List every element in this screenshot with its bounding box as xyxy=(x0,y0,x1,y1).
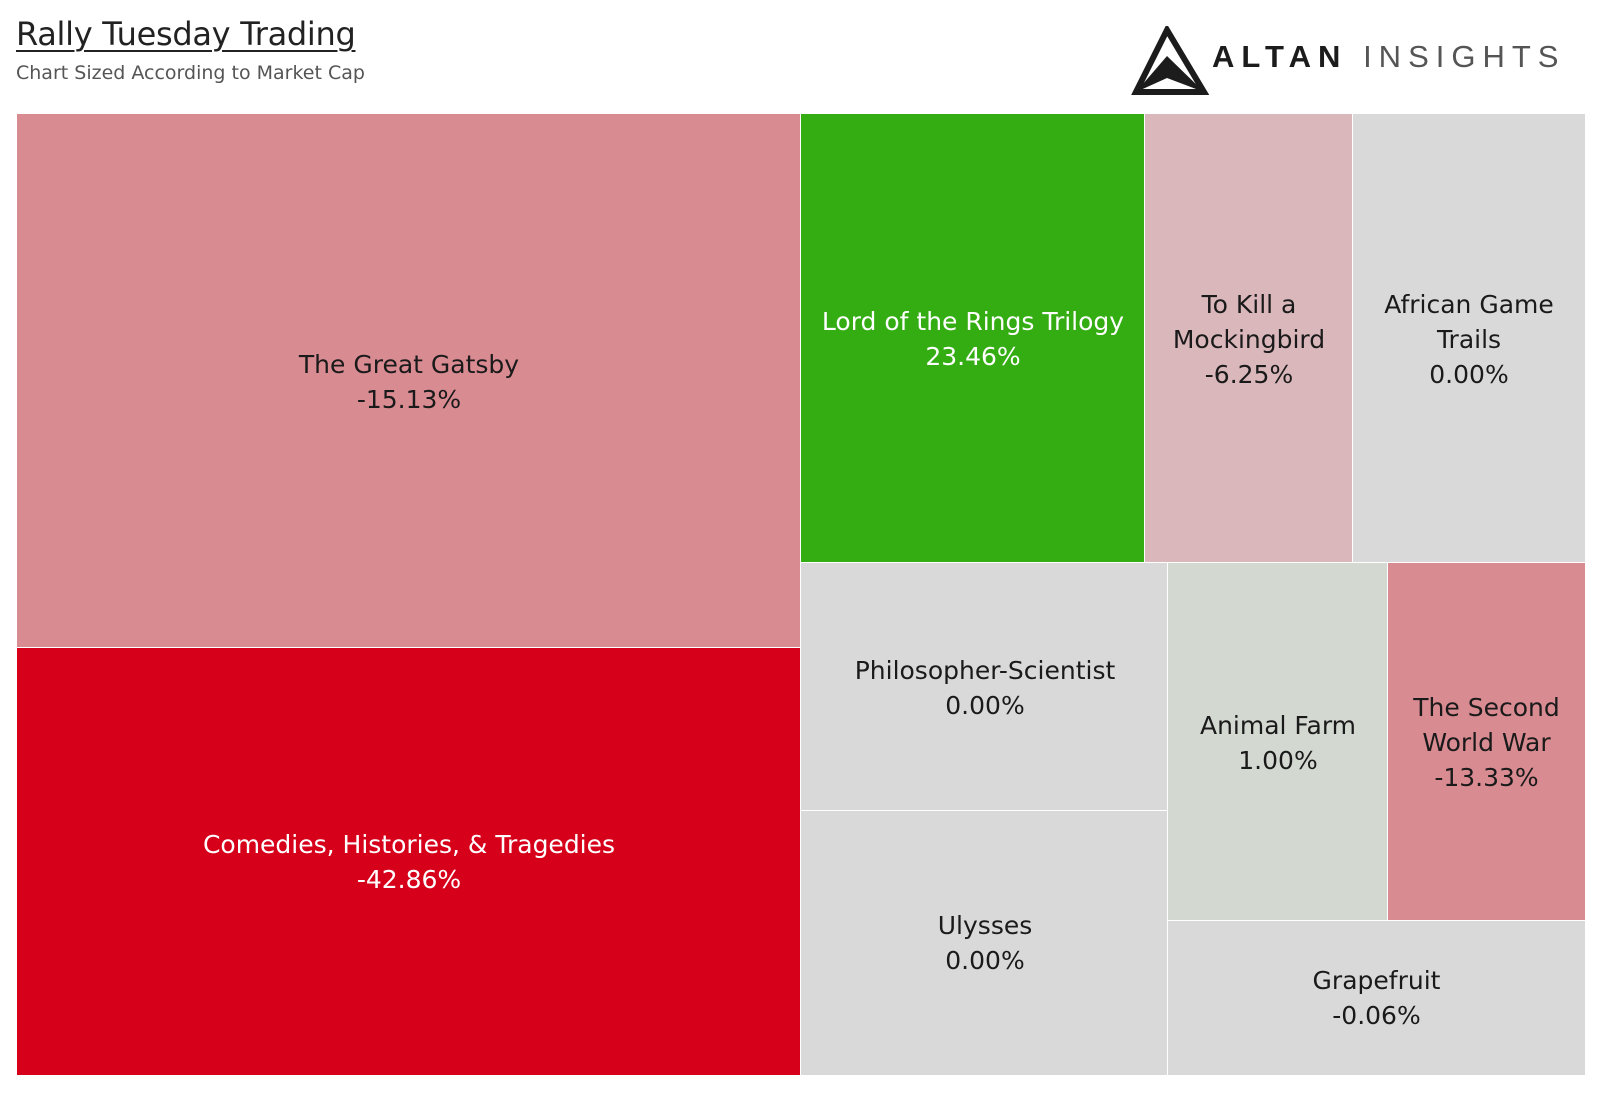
cell-label: Comedies, Histories, & Tragedies xyxy=(202,829,616,859)
cell-value: 23.46% xyxy=(925,342,1021,371)
treemap-cell-second-world-war[interactable]: The Second World War -13.33% xyxy=(1387,562,1586,923)
cell-label: Ulysses xyxy=(937,911,1033,940)
chart-title: Rally Tuesday Trading xyxy=(16,15,356,53)
logo-word-insights: INSIGHTS xyxy=(1363,39,1566,74)
cell-value: -0.06% xyxy=(1332,1001,1421,1030)
cell-value: -42.86% xyxy=(356,864,462,894)
cell-value: 0.00% xyxy=(945,946,1025,975)
chart-subtitle: Chart Sized According to Market Cap xyxy=(16,62,365,84)
treemap-cell-african-game-trails[interactable]: African Game Trails 0.00% xyxy=(1352,113,1586,565)
cell-value: 1.00% xyxy=(1238,745,1318,775)
cell-label: Philosopher-Scientist xyxy=(854,655,1116,685)
cell-value: -13.33% xyxy=(1434,763,1539,792)
treemap-cell-to-kill-a-mockingbird[interactable]: To Kill a Mockingbird -6.25% xyxy=(1144,113,1354,565)
treemap-cell-lord-of-the-rings[interactable]: Lord of the Rings Trilogy 23.46% xyxy=(800,113,1146,565)
treemap-cell-comedies-histories-tragedies[interactable]: Comedies, Histories, & Tragedies -42.86% xyxy=(16,647,802,1076)
triangle-a-logo-icon xyxy=(1131,26,1210,95)
cell-label: The Second World War xyxy=(1413,693,1560,757)
treemap-cell-great-gatsby[interactable]: The Great Gatsby -15.13% xyxy=(16,113,802,651)
treemap-cell-animal-farm[interactable]: Animal Farm 1.00% xyxy=(1167,562,1389,923)
cell-label: African Game Trails xyxy=(1384,289,1554,354)
logo-word-altan: ALTAN xyxy=(1212,39,1348,74)
cell-label: Lord of the Rings Trilogy xyxy=(821,307,1125,336)
logo-wordmark: ALTAN INSIGHTS xyxy=(1212,40,1565,74)
treemap-cell-grapefruit[interactable]: Grapefruit -0.06% xyxy=(1167,920,1586,1076)
cell-label: Animal Farm xyxy=(1199,710,1357,740)
cell-value: 0.00% xyxy=(1429,359,1509,389)
cell-value: -6.25% xyxy=(1204,359,1294,389)
treemap-cell-ulysses[interactable]: Ulysses 0.00% xyxy=(800,810,1170,1076)
brand-logo: ALTAN INSIGHTS xyxy=(1128,26,1588,98)
treemap: The Great Gatsby -15.13% Comedies, Histo… xyxy=(16,113,1586,1076)
cell-value: 0.00% xyxy=(945,690,1025,720)
cell-value: -15.13% xyxy=(356,385,462,414)
treemap-cell-philosopher-scientist[interactable]: Philosopher-Scientist 0.00% xyxy=(800,562,1170,813)
cell-label: To Kill a Mockingbird xyxy=(1172,289,1326,354)
cell-label: Grapefruit xyxy=(1312,966,1441,995)
cell-label: The Great Gatsby xyxy=(298,350,520,379)
